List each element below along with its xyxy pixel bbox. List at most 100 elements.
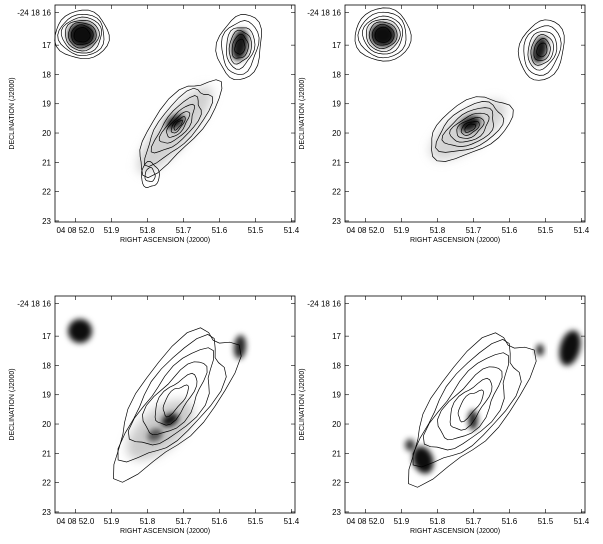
x-tick-label: 51.6 [502,226,518,235]
x-tick-label: 51.5 [248,517,264,526]
contour-line [517,19,565,81]
emission-blob [68,22,96,48]
contour-line [523,25,562,76]
contour-line [354,7,412,62]
emission-blob [68,319,92,343]
y-tick-label: -24 18 16 [307,300,341,309]
y-tick-label: -24 18 16 [17,9,51,18]
x-tick-label: 51.8 [430,517,446,526]
contour-line [530,34,554,66]
x-tick-label: 51.9 [394,517,410,526]
y-axis-title: DECLINATION (J2000) [299,368,306,440]
panel-top-right: -24 18 16 17 18 19 20 21 22 23 04 08 52.0 51.9 51.… [299,4,590,244]
contour-line [57,13,105,57]
y-tick-label: 18 [42,70,51,79]
x-tick-label: 51.7 [466,517,482,526]
x-tick-label: 51.5 [538,226,554,235]
x-tick-label: 51.7 [466,226,482,235]
contour-line [412,339,522,468]
y-tick-label: 22 [42,188,51,197]
emission-blob [559,330,581,366]
x-tick-label: 51.4 [284,517,300,526]
emission-blob [536,344,544,356]
y-tick-label: 23 [42,217,51,226]
y-tick-label: 17 [332,41,341,50]
x-axis-title: RIGHT ASCENSION (J2000) [410,237,500,244]
x-tick-label: 51.5 [248,226,264,235]
contour-line [536,42,548,58]
x-tick-label: 51.5 [538,517,554,526]
y-tick-label: 17 [42,41,51,50]
y-tick-label: -24 18 16 [17,300,51,309]
contour-line [54,9,110,60]
y-tick-label: 18 [332,70,341,79]
y-tick-label: 19 [42,100,51,109]
contour-line [221,20,260,76]
contour-line [231,33,249,59]
emission-blob [468,410,478,430]
x-tick-label: 51.6 [212,517,228,526]
contour-line [408,332,537,488]
x-tick-label: 51.7 [176,226,192,235]
contour-line [527,31,558,71]
y-tick-label: 22 [332,479,341,488]
y-axis-title: DECLINATION (J2000) [299,77,306,149]
plot-frame [344,295,586,514]
y-tick-label: 19 [332,391,341,400]
y-tick-label: 23 [332,508,341,517]
contour-line [65,19,100,52]
x-tick-label: 51.4 [574,226,590,235]
x-axis-title: RIGHT ASCENSION (J2000) [410,528,500,535]
y-tick-label: 19 [332,100,341,109]
contour-line [226,27,256,70]
contour-line [117,334,227,463]
x-tick-label: 04 08 52.0 [346,517,384,526]
contour-line [127,347,214,446]
x-tick-label: 51.6 [212,226,228,235]
y-tick-label: 23 [42,508,51,517]
y-tick-label: 22 [332,188,341,197]
x-tick-label: 51.6 [502,517,518,526]
y-tick-label: 20 [42,129,51,138]
contour-line [362,15,404,55]
image-content [354,7,565,162]
contour-line [154,372,198,426]
contour-line [139,79,223,179]
x-tick-label: 51.8 [140,517,156,526]
x-tick-label: 51.4 [574,517,590,526]
contour-line [456,116,485,139]
contour-line [368,21,398,49]
contour-line [366,19,401,53]
contour-line [166,111,191,138]
contour-line [60,16,103,54]
panel-bottom-right: -24 18 16 17 18 19 20 21 22 23 04 08 52.0 51.9 51.… [299,295,590,535]
image-content [54,9,262,188]
y-tick-label: 18 [332,361,341,370]
image-content [68,319,247,483]
y-tick-label: 17 [42,332,51,341]
x-tick-label: 04 08 52.0 [346,226,384,235]
x-tick-label: 51.4 [284,226,300,235]
contour-line [449,112,490,143]
y-tick-label: -24 18 16 [307,9,341,18]
contour-line [441,107,495,147]
contour-line [431,96,514,162]
contour-line [215,14,262,81]
contour-line [170,116,186,134]
y-tick-label: 21 [42,449,51,458]
x-tick-label: 51.9 [394,226,410,235]
y-axis-title: DECLINATION (J2000) [9,368,16,440]
contour-line [422,352,509,451]
x-tick-label: 51.8 [140,226,156,235]
x-tick-label: 51.9 [104,226,120,235]
contour-line [435,101,505,153]
y-tick-label: 21 [332,449,341,458]
x-tick-label: 04 08 52.0 [56,226,94,235]
contour-line [371,23,395,46]
contour-line [70,24,94,46]
y-tick-label: 23 [332,217,341,226]
emission-blob [233,335,247,359]
image-content [405,330,581,488]
contour-line [150,95,202,154]
